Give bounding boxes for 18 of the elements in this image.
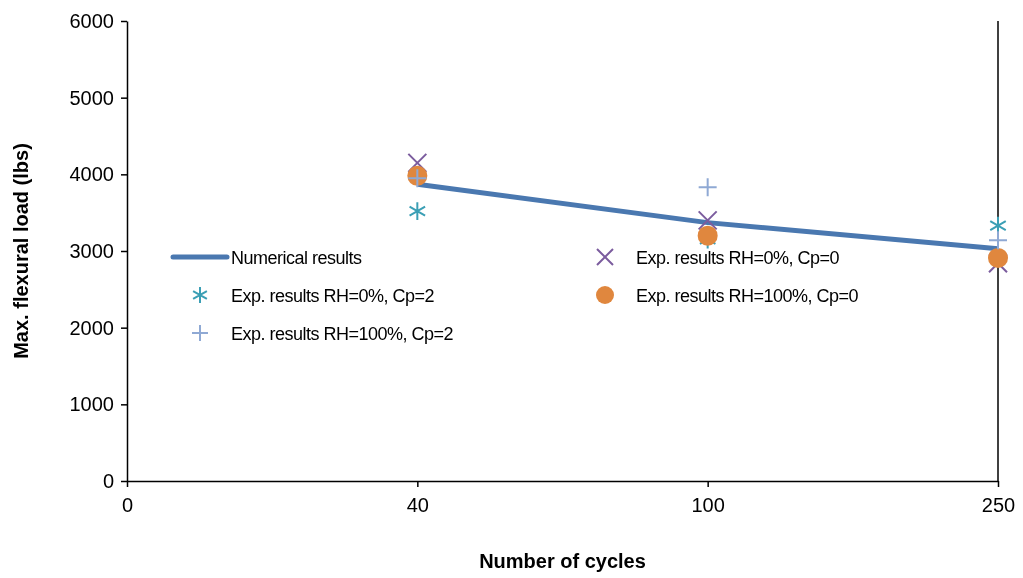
- x-tick-label: 0: [121, 494, 134, 516]
- y-tick-label: 6000: [69, 9, 114, 32]
- y-tick-label: 2000: [69, 316, 114, 339]
- y-axis-title: Max. flexural load (lbs): [10, 143, 32, 359]
- x-tick-label: 100: [691, 494, 725, 516]
- legend-label: Numerical results: [231, 248, 363, 268]
- legend-label: Exp. results RH=0%, Cp=0: [636, 248, 840, 268]
- legend-label: Exp. results RH=100%, Cp=2: [231, 324, 454, 344]
- y-tick-label: 1000: [69, 393, 114, 416]
- y-tick-label: 4000: [69, 163, 114, 186]
- y-tick-label: 5000: [69, 86, 114, 109]
- x-tick-label: 250: [981, 494, 1016, 516]
- y-tick-label: 3000: [69, 239, 114, 262]
- legend-label: Exp. results RH=0%, Cp=2: [231, 286, 435, 306]
- x-axis-title: Number of cycles: [479, 550, 646, 572]
- y-tick-label: 0: [102, 469, 114, 492]
- x-tick-label: 40: [406, 494, 429, 516]
- legend-label: Exp. results RH=100%, Cp=0: [636, 286, 859, 306]
